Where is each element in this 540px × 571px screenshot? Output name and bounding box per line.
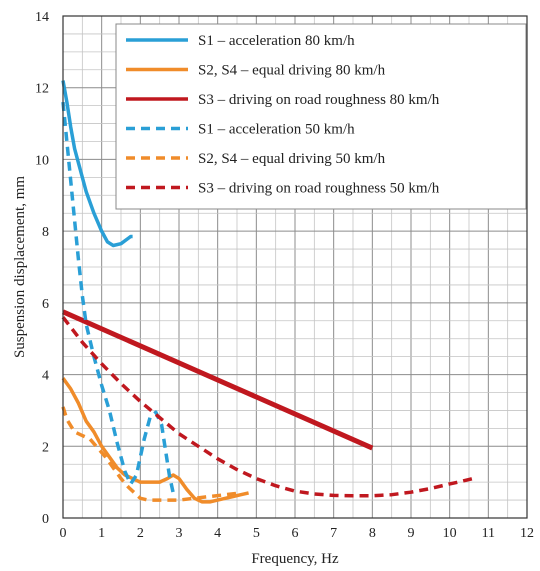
y-tick-label: 8 [42, 225, 49, 240]
x-tick-label: 10 [443, 526, 457, 541]
series-line-1 [61, 80, 133, 248]
series-line-2 [61, 377, 249, 504]
y-tick-label: 10 [35, 153, 49, 168]
x-tick-label: 0 [60, 526, 67, 541]
legend-label: S2, S4 – equal driving 80 km/h [198, 63, 386, 79]
series-line-5 [61, 406, 242, 502]
x-tick-label: 6 [292, 526, 299, 541]
axes [62, 15, 528, 519]
legend-label: S3 – driving on road roughness 50 km/h [198, 181, 440, 197]
legend-box [115, 23, 527, 210]
x-tick-label: 5 [253, 526, 260, 541]
series-line-6 [61, 316, 474, 498]
y-tick-label: 14 [35, 10, 49, 25]
plot-frame [62, 15, 528, 519]
legend-label: S3 – driving on road roughness 80 km/h [198, 92, 440, 108]
x-tick-label: 1 [98, 526, 105, 541]
x-tick-label: 9 [408, 526, 415, 541]
legend-label: S2, S4 – equal driving 50 km/h [198, 151, 386, 167]
x-axis-label: Frequency, Hz [251, 551, 339, 567]
x-tick-label: 4 [214, 526, 221, 541]
series-layer [61, 80, 474, 504]
x-tick-label: 8 [369, 526, 376, 541]
series-line-4 [61, 101, 177, 498]
y-tick-label: 2 [42, 440, 49, 455]
x-tick-label: 2 [137, 526, 144, 541]
series-line-3 [61, 309, 374, 451]
x-tick-label: 11 [482, 526, 495, 541]
y-tick-label: 6 [42, 297, 49, 312]
legend: S1 – acceleration 80 km/h S2, S4 – equal … [115, 23, 527, 210]
x-tick-label: 3 [176, 526, 183, 541]
y-tick-label: 12 [35, 82, 49, 97]
x-tick-label: 12 [520, 526, 534, 541]
y-tick-label: 4 [42, 369, 49, 384]
legend-label: S1 – acceleration 50 km/h [198, 122, 355, 138]
legend-label: S1 – acceleration 80 km/h [198, 33, 355, 49]
y-tick-label: 0 [42, 512, 49, 527]
y-axis-label: Suspension displacement, mm [12, 176, 28, 358]
x-tick-label: 7 [330, 526, 337, 541]
